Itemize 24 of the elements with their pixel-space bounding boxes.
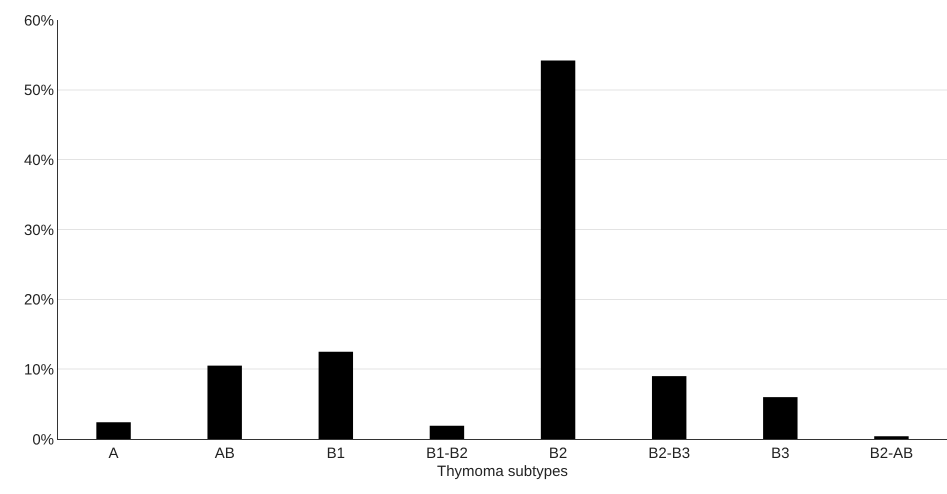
x-tick-label: B2	[548, 445, 568, 462]
y-tick-label: 60%	[24, 12, 54, 30]
bar	[652, 376, 686, 439]
bar	[430, 426, 464, 439]
y-tick-label: 0%	[32, 431, 54, 448]
x-tick-label: B3	[771, 445, 790, 462]
bar	[874, 436, 909, 439]
y-tick-label: 30%	[24, 222, 54, 239]
y-tick-label: 50%	[24, 82, 54, 100]
x-axis-title: Thymoma subtypes	[437, 463, 568, 480]
x-tick-label: B2-B3	[648, 445, 690, 462]
bar	[540, 60, 576, 439]
y-tick-label: 10%	[24, 361, 54, 378]
bar	[318, 352, 354, 439]
bar	[763, 397, 798, 439]
x-tick-label: B1	[326, 445, 345, 462]
x-tick-label: B1-B2	[426, 445, 468, 462]
y-tick-label: 40%	[24, 152, 54, 169]
y-tick-label: 20%	[24, 292, 54, 309]
bar	[96, 422, 131, 439]
bar	[207, 366, 242, 439]
x-tick-label: B2-AB	[870, 445, 914, 462]
x-tick-label: AB	[214, 445, 235, 462]
x-tick-label: A	[108, 445, 119, 462]
